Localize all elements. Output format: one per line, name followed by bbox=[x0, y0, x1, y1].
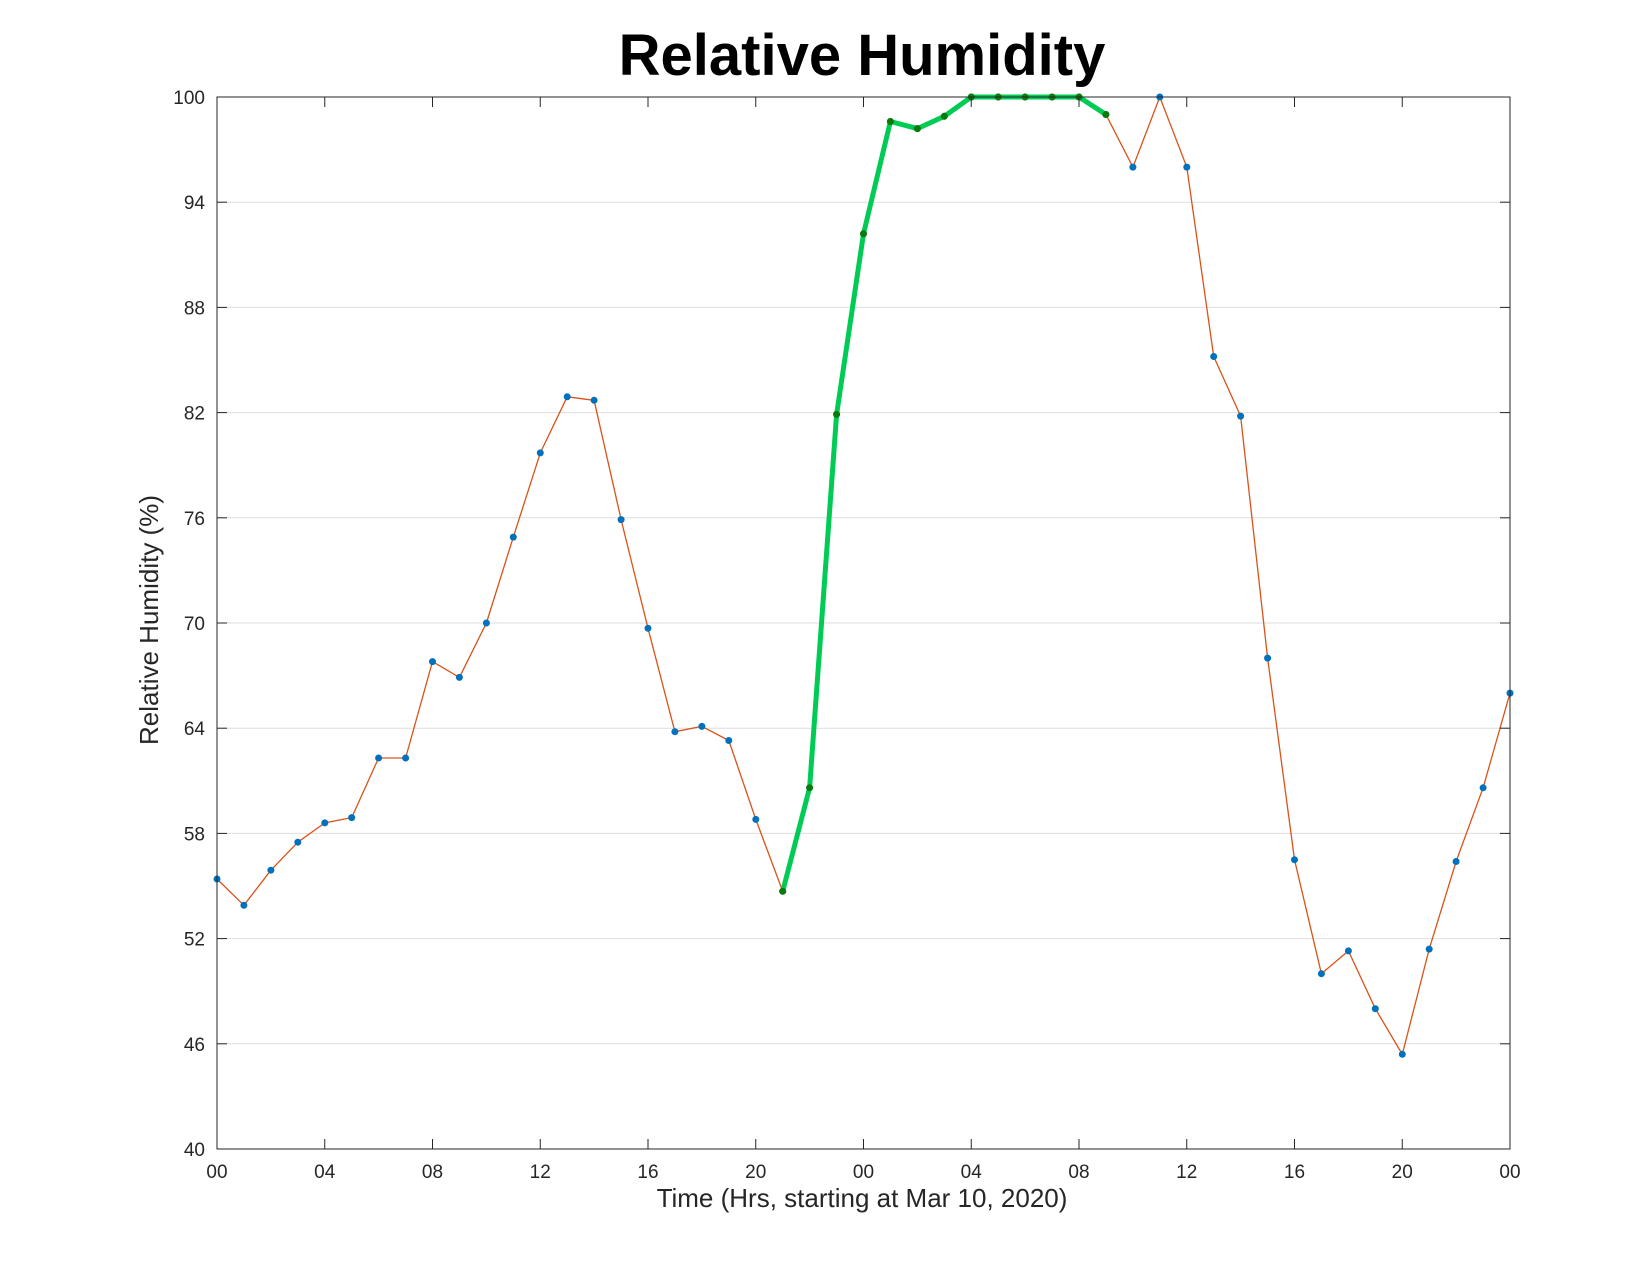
series-1-point bbox=[348, 814, 356, 822]
y-tick-label: 76 bbox=[184, 509, 205, 530]
series-1-point bbox=[509, 533, 517, 541]
series-2-point bbox=[886, 118, 894, 125]
series-1-point bbox=[1210, 353, 1218, 360]
x-tick-label: 16 bbox=[637, 1162, 658, 1183]
series-2 bbox=[779, 93, 1110, 895]
x-tick-label: 20 bbox=[1392, 1162, 1413, 1183]
y-tick-label: 94 bbox=[184, 193, 206, 214]
series-1-point bbox=[240, 901, 248, 909]
y-axis-label: Relative Humidity (%) bbox=[134, 495, 164, 745]
series-layer bbox=[213, 93, 1514, 1058]
series-1-point bbox=[429, 658, 436, 666]
series-2-point bbox=[913, 125, 921, 133]
y-tick-label: 58 bbox=[184, 824, 205, 845]
series-1-point bbox=[1452, 858, 1460, 865]
y-tick-label: 100 bbox=[173, 88, 205, 109]
series-1-point bbox=[1237, 412, 1245, 420]
series-1-point bbox=[1264, 654, 1272, 662]
series-1-point bbox=[375, 754, 383, 762]
series-1-point bbox=[644, 624, 652, 632]
x-tick-label: 16 bbox=[1284, 1162, 1305, 1183]
series-2-point bbox=[1102, 111, 1110, 118]
y-tick-label: 46 bbox=[184, 1035, 205, 1056]
series-1-point bbox=[1425, 945, 1433, 953]
y-tick-label: 52 bbox=[184, 930, 205, 951]
series-1-point bbox=[752, 815, 760, 823]
series-1-point bbox=[590, 396, 598, 404]
series-1-point bbox=[1291, 856, 1298, 864]
x-tick-label: 08 bbox=[1068, 1162, 1089, 1183]
series-1-point bbox=[1479, 784, 1487, 792]
series-1-point bbox=[1129, 163, 1137, 171]
x-tick-label: 20 bbox=[745, 1162, 766, 1183]
x-tick-label: 12 bbox=[530, 1162, 551, 1183]
x-tick-label: 00 bbox=[853, 1162, 874, 1183]
grid-lines bbox=[217, 201, 1510, 1045]
series-1-point bbox=[267, 866, 275, 874]
series-1-point bbox=[1183, 163, 1191, 171]
x-tick-label: 04 bbox=[961, 1162, 983, 1183]
series-1-point bbox=[536, 449, 544, 457]
series-1-point bbox=[455, 673, 463, 681]
x-tick-label: 00 bbox=[206, 1162, 227, 1183]
series-1-point bbox=[617, 516, 625, 524]
series-2-point bbox=[860, 230, 867, 238]
series-1-point bbox=[725, 737, 733, 744]
series-1-point bbox=[698, 722, 706, 730]
series-1-point bbox=[1398, 1050, 1406, 1058]
series-1-point bbox=[671, 728, 679, 736]
series-1-point bbox=[294, 838, 302, 846]
y-tick-label: 70 bbox=[184, 614, 205, 635]
x-tick-label: 08 bbox=[422, 1162, 443, 1183]
y-tick-label: 40 bbox=[184, 1140, 205, 1161]
series-2-point bbox=[833, 410, 841, 418]
chart-title: Relative Humidity bbox=[619, 23, 1106, 88]
y-tick-label: 88 bbox=[184, 298, 205, 319]
x-tick-label: 00 bbox=[1499, 1162, 1520, 1183]
series-1-point bbox=[402, 754, 410, 762]
y-tick-label: 64 bbox=[184, 719, 206, 740]
x-tick-label: 12 bbox=[1176, 1162, 1197, 1183]
series-2-point bbox=[779, 887, 787, 895]
series-1-point bbox=[1371, 1005, 1379, 1013]
series-2-point bbox=[806, 784, 814, 792]
series-1-point bbox=[563, 393, 571, 401]
y-tick-label: 82 bbox=[184, 404, 205, 425]
x-tick-label: 04 bbox=[314, 1162, 336, 1183]
series-1-point bbox=[321, 819, 329, 827]
series-2-line bbox=[780, 94, 1109, 894]
series-1-point bbox=[1317, 970, 1325, 978]
x-axis-label: Time (Hrs, starting at Mar 10, 2020) bbox=[657, 1183, 1068, 1213]
series-2-point bbox=[940, 112, 948, 120]
series-1-point bbox=[482, 619, 490, 627]
axis-ticks: 40 46 52 58 64 70 76 82 88 94 100 00 04 08 12 16 20 00 04 0… bbox=[173, 88, 1520, 1183]
series-1-point bbox=[1344, 947, 1352, 955]
